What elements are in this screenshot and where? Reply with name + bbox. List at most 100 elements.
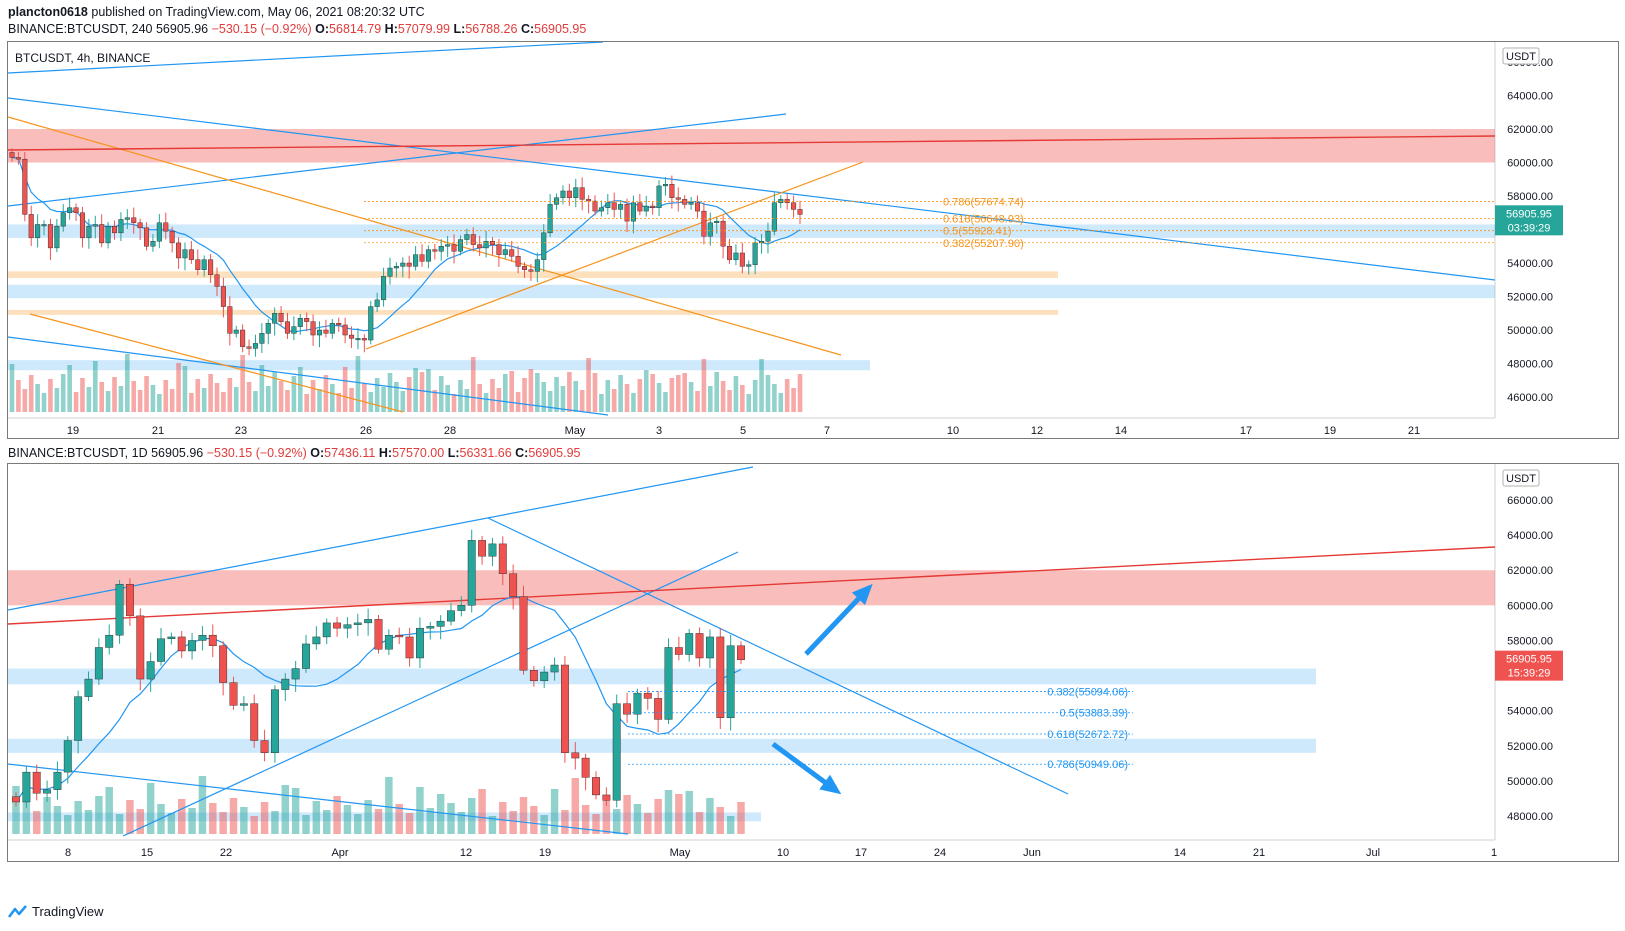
time-axis-tick: 28 bbox=[444, 425, 456, 437]
candle-body bbox=[284, 321, 290, 334]
candle-body bbox=[156, 222, 162, 242]
volume-bar bbox=[682, 373, 687, 412]
time-axis-tick: 22 bbox=[220, 847, 232, 859]
volume-bar bbox=[451, 394, 457, 412]
volume-bar bbox=[547, 391, 553, 412]
candle-body bbox=[169, 230, 175, 244]
volume-bar bbox=[685, 791, 693, 834]
candle-body bbox=[541, 232, 547, 260]
volume-bar bbox=[16, 380, 21, 412]
trend-line bbox=[7, 97, 1496, 281]
candle-body bbox=[436, 620, 445, 627]
candle-body bbox=[682, 199, 688, 205]
candle-body bbox=[136, 615, 145, 680]
candle-body bbox=[343, 624, 352, 629]
volume-bar bbox=[285, 390, 290, 412]
volume-bar bbox=[573, 381, 579, 412]
candle-body bbox=[233, 329, 239, 334]
candle-body bbox=[54, 225, 60, 249]
volume-bar bbox=[438, 376, 444, 412]
candle-body bbox=[727, 246, 733, 260]
volume-bar bbox=[333, 796, 341, 834]
candle-body bbox=[534, 259, 540, 272]
footer-brand[interactable]: TradingView bbox=[32, 904, 104, 919]
candle-body bbox=[182, 249, 188, 259]
zone-support bbox=[8, 738, 1316, 753]
volume-bar bbox=[317, 389, 322, 412]
volume-bar bbox=[708, 386, 713, 412]
volume-bar bbox=[445, 385, 450, 412]
volume-bar bbox=[522, 378, 527, 412]
price-axis-tick: 54000.00 bbox=[1507, 706, 1553, 718]
chart-panel-1d[interactable]: 0.382(55094.06) 0.5(53883.39) 0.618(52672.… bbox=[7, 463, 1619, 862]
candle-body bbox=[695, 633, 704, 659]
currency-label: USDT bbox=[1506, 51, 1536, 63]
volume-bar bbox=[364, 800, 372, 834]
ohlc-change: −530.15 (−0.92%) bbox=[211, 22, 312, 36]
time-axis-tick: 19 bbox=[1324, 425, 1336, 437]
candle-body bbox=[94, 647, 103, 680]
volume-bar bbox=[586, 358, 591, 412]
candle-body bbox=[791, 202, 797, 210]
candle-body bbox=[246, 346, 252, 349]
volume-bar bbox=[554, 377, 559, 412]
candle-body bbox=[15, 157, 21, 160]
candle-body bbox=[124, 217, 130, 220]
volume-bar bbox=[118, 386, 124, 412]
candle-body bbox=[592, 200, 598, 212]
price-axis-tick: 60000.00 bbox=[1507, 600, 1553, 612]
time-axis-tick: 8 bbox=[65, 847, 71, 859]
volume-bar bbox=[618, 375, 623, 412]
time-axis-tick: 1 bbox=[1491, 847, 1497, 859]
publish-author[interactable]: plancton0618 bbox=[8, 5, 88, 19]
volume-bar bbox=[330, 384, 335, 412]
candle-body bbox=[656, 185, 662, 208]
volume-bar bbox=[105, 391, 111, 412]
candle-body bbox=[125, 584, 134, 617]
candle-body bbox=[528, 269, 534, 272]
chart-4h-svg[interactable]: 0.786(57674.74) 0.618(56648.93)0.5(55928.… bbox=[7, 41, 1618, 438]
candle-body bbox=[219, 645, 228, 683]
candle-body bbox=[550, 664, 559, 673]
chart-1d-svg[interactable]: 0.382(55094.06) 0.5(53883.39) 0.618(52672.… bbox=[7, 464, 1618, 861]
candle-body bbox=[353, 622, 362, 625]
candle-body bbox=[368, 306, 374, 341]
candle-body bbox=[195, 259, 201, 270]
volume-bar bbox=[84, 810, 93, 834]
candle-body bbox=[746, 264, 752, 267]
candle-body bbox=[688, 202, 694, 205]
volume-bar bbox=[73, 392, 79, 412]
volume-bar bbox=[394, 382, 399, 412]
candle-body bbox=[322, 622, 331, 638]
volume-bar bbox=[381, 387, 386, 412]
candle-body bbox=[571, 752, 580, 759]
candle-body bbox=[342, 324, 348, 336]
zone-demand bbox=[8, 271, 1058, 279]
volume-bar bbox=[457, 812, 466, 834]
candle-body bbox=[726, 645, 735, 718]
time-axis-tick: 21 bbox=[152, 425, 164, 437]
candle-body bbox=[451, 244, 457, 252]
candle-body bbox=[214, 274, 220, 287]
arrow-shaft bbox=[804, 592, 865, 656]
ohlc-high: 57570.00 bbox=[392, 446, 445, 460]
time-axis-tick: 23 bbox=[235, 425, 247, 437]
volume-bar bbox=[726, 816, 735, 834]
candle-body bbox=[784, 199, 790, 203]
candle-body bbox=[208, 259, 214, 275]
price-axis-tick: 52000.00 bbox=[1507, 741, 1553, 753]
candle-body bbox=[707, 222, 713, 237]
candle-body bbox=[177, 636, 186, 652]
volume-bar bbox=[592, 373, 598, 412]
time-axis-tick: 14 bbox=[1115, 425, 1127, 437]
volume-bar bbox=[502, 374, 508, 412]
chart-panel-4h[interactable]: 0.786(57674.74) 0.618(56648.93) 0.5(55928.… bbox=[7, 41, 1619, 439]
candle-body bbox=[201, 259, 207, 270]
candle-body bbox=[464, 234, 470, 240]
volume-bar bbox=[86, 387, 92, 412]
candle-body bbox=[662, 184, 668, 187]
candle-body bbox=[737, 645, 745, 660]
trend-line bbox=[487, 517, 1069, 795]
volume-bar bbox=[22, 802, 31, 834]
volume-bar bbox=[53, 806, 62, 834]
